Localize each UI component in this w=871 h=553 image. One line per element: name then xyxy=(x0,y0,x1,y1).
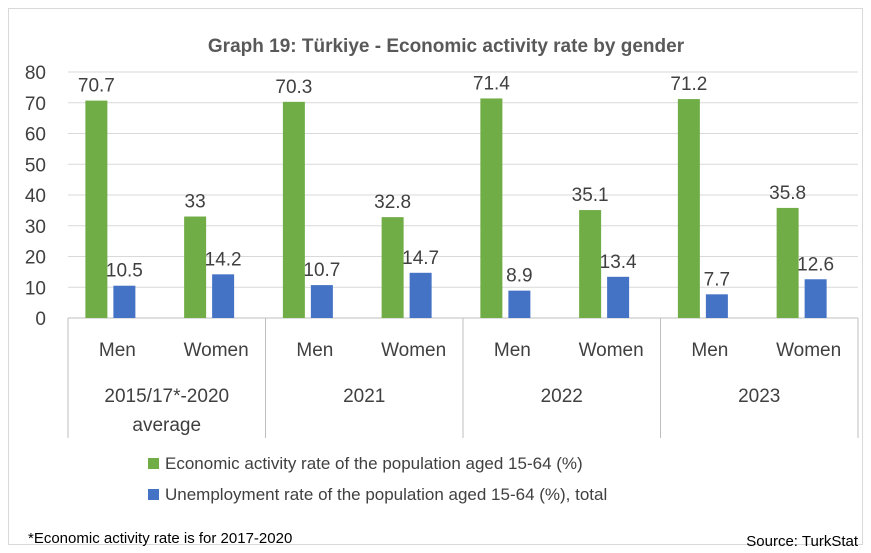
x-subcategory-label: Men xyxy=(691,340,728,361)
bar-unemployment xyxy=(705,294,728,318)
x-axis: Men Women Men Women Men Women Men Women 2015/17*… xyxy=(67,318,859,438)
bar-activity xyxy=(381,217,404,318)
bar-unemployment xyxy=(212,274,235,318)
data-label: 70.7 xyxy=(78,76,115,97)
legend-label-unemployment: Unemployment rate of the population aged… xyxy=(165,485,607,504)
data-label: 13.4 xyxy=(600,252,637,273)
footnote: *Economic activity rate is for 2017-2020 xyxy=(28,530,292,547)
chart-title: Graph 19: Türkiye - Economic activity ra… xyxy=(208,36,685,57)
y-tick-label: 0 xyxy=(35,309,46,330)
bar-activity xyxy=(579,210,602,318)
data-label: 33 xyxy=(185,192,206,213)
y-tick-label: 60 xyxy=(25,125,46,146)
source-note: Source: TurkStat xyxy=(746,533,859,550)
y-tick-label: 40 xyxy=(25,186,46,207)
bar-activity xyxy=(184,216,207,318)
bar-unemployment xyxy=(310,285,333,318)
data-label: 12.6 xyxy=(797,254,834,275)
data-label: 35.1 xyxy=(572,185,609,206)
y-tick-label: 10 xyxy=(25,278,46,299)
bar-activity xyxy=(282,101,305,318)
bar-activity xyxy=(480,98,503,318)
x-group-label: 2015/17*-2020 xyxy=(104,386,229,407)
bar-activity xyxy=(776,207,799,318)
y-tick-label: 20 xyxy=(25,248,46,269)
data-labels: 70.7 10.5 33 14.2 70.3 10.7 32.8 14.7 71.4 8.9 35.… xyxy=(78,73,834,290)
y-tick-label: 50 xyxy=(25,155,46,176)
x-subcategory-label: Women xyxy=(776,340,841,361)
x-subcategory-label: Women xyxy=(184,340,249,361)
legend: Economic activity rate of the population… xyxy=(148,454,607,504)
y-tick-label: 70 xyxy=(25,94,46,115)
bars xyxy=(85,98,827,318)
x-group-label: average xyxy=(132,415,201,436)
bar-activity xyxy=(677,99,700,318)
x-subcategory-label: Men xyxy=(296,340,333,361)
data-label: 32.8 xyxy=(374,192,411,213)
legend-label-activity: Economic activity rate of the population… xyxy=(165,454,583,473)
y-tick-label: 30 xyxy=(25,217,46,238)
bar-unemployment xyxy=(804,279,827,318)
x-group-label: 2023 xyxy=(738,386,780,407)
data-label: 71.4 xyxy=(473,73,510,94)
x-subcategory-label: Women xyxy=(381,340,446,361)
data-label: 10.5 xyxy=(106,261,143,282)
x-group-label: 2021 xyxy=(343,386,385,407)
chart-frame xyxy=(8,8,863,545)
y-tick-label: 80 xyxy=(25,63,46,84)
data-label: 7.7 xyxy=(704,269,730,290)
x-group-label: 2022 xyxy=(541,386,583,407)
bar-unemployment xyxy=(508,290,531,318)
data-label: 70.3 xyxy=(275,77,312,98)
data-label: 8.9 xyxy=(506,266,532,287)
data-label: 10.7 xyxy=(303,260,340,281)
legend-swatch-unemployment xyxy=(148,489,159,500)
data-label: 14.7 xyxy=(402,248,439,269)
bar-unemployment xyxy=(607,276,630,318)
legend-swatch-activity xyxy=(148,458,159,469)
x-subcategory-label: Men xyxy=(494,340,531,361)
data-label: 14.2 xyxy=(205,249,242,270)
x-subcategory-label: Men xyxy=(99,340,136,361)
bar-unemployment xyxy=(409,272,432,318)
x-subcategory-label: Women xyxy=(579,340,644,361)
data-label: 35.8 xyxy=(769,183,806,204)
y-axis-ticks: 0 10 20 30 40 50 60 70 80 xyxy=(25,63,46,330)
data-label: 71.2 xyxy=(670,74,707,95)
bar-activity xyxy=(85,100,108,318)
bar-unemployment xyxy=(113,285,136,318)
